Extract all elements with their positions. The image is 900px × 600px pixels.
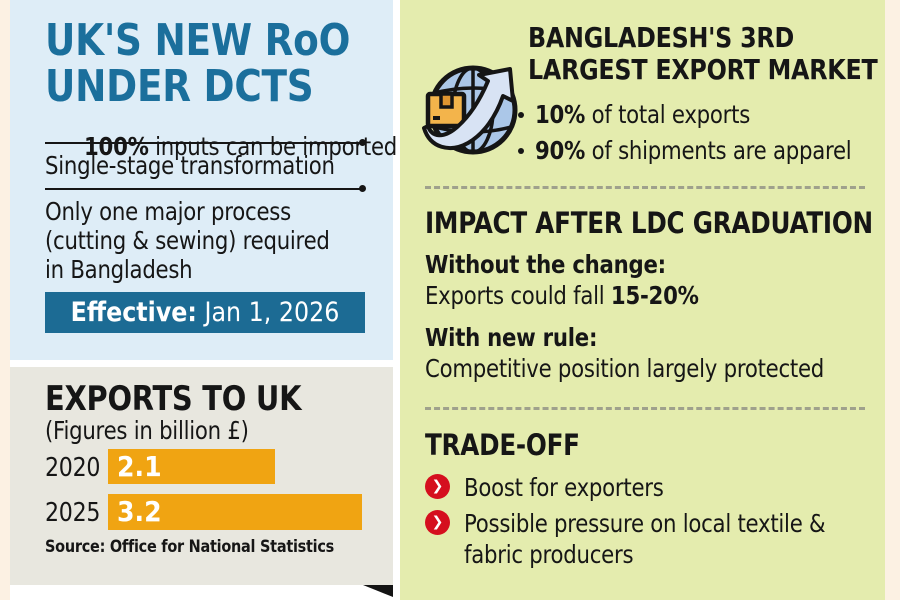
dashed-divider-1 [425,186,865,189]
effective-date-banner: Effective: Jan 1, 2026 [45,292,365,333]
market-bullet-1-rest: of total exports [585,100,751,129]
growth-arrow-icon [422,67,515,150]
impact-without-label: Without the change: [425,250,666,279]
tradeoff-item-1-text: Boost for exporters [464,473,664,502]
chevron-bullet-icon: ❯ [425,474,450,499]
rule-point-imported-inputs: 100% inputs can be imported [45,103,397,190]
effective-date-text: Effective: Jan 1, 2026 [64,292,346,333]
globe-export-icon [422,65,518,155]
package-box-icon [425,91,467,129]
impact-with-label: With new rule: [425,323,598,352]
tradeoff-item-boost: ❯ Boost for exporters [425,472,699,503]
tradeoff-title: TRADE-OFF [425,428,580,462]
market-bullet-2-bold: 90% [535,136,586,165]
bullet-dot-icon [518,111,524,118]
exports-title: EXPORTS TO UK [45,379,302,419]
source-note: Source: Office for National Statistics [45,537,335,557]
market-bullet-2-text: 90% of shipments are apparel [535,136,852,165]
effective-label: Effective: [70,297,197,328]
right-cream-margin [885,0,900,600]
divider-line-1 [45,139,366,146]
bar-value-2020: 2.1 [117,450,162,483]
fold-corner-shadow [363,585,393,597]
bar-value-2025: 3.2 [117,495,162,528]
tradeoff-item-2-text: Possible pressure on local textile & fab… [464,509,826,570]
year-label-2020: 2020 [45,453,101,483]
impact-without-pre: Exports could fall [425,281,611,310]
market-bullet-apparel: 90% of shipments are apparel [518,136,900,165]
impact-without-text: Exports could fall 15-20% [425,281,699,310]
tradeoff-item-pressure: ❯ Possible pressure on local textile & f… [425,508,889,571]
impact-without-bold: 15-20% [610,281,699,310]
market-bullet-1-bold: 10% [535,100,586,129]
market-bullet-total-exports: 10% of total exports [518,100,788,129]
uk-roo-title: UK'S NEW RoO UNDER DCTS [45,15,351,112]
uk-roo-rules-panel: UK'S NEW RoO UNDER DCTS 100% inputs can … [10,0,397,360]
dashed-divider-2 [425,407,865,410]
market-title: BANGLADESH'S 3RD LARGEST EXPORT MARKET [528,21,878,87]
year-label-2025: 2025 [45,498,101,528]
effective-value: Jan 1, 2026 [196,297,340,328]
bangladesh-market-panel: BANGLADESH'S 3RD LARGEST EXPORT MARKET 1… [400,0,885,600]
market-bullet-1-text: 10% of total exports [535,100,750,129]
impact-title: IMPACT AFTER LDC GRADUATION [425,206,873,240]
rule-point-imported-inputs-rest: inputs can be imported [148,132,398,161]
divider-line-2 [45,185,366,192]
impact-with-text: Competitive position largely protected [425,354,825,383]
bar-2025: 3.2 [108,494,362,530]
chevron-bullet-icon: ❯ [425,510,450,535]
rule-point-one-process: Only one major process (cutting & sewing… [45,197,330,284]
exports-chart-panel: EXPORTS TO UK (Figures in billion £) 202… [10,367,393,585]
market-bullet-2-rest: of shipments are apparel [585,136,852,165]
rule-point-imported-inputs-bold: 100% [84,132,149,161]
rule-point-single-stage: Single-stage transformation [45,151,335,180]
bullet-dot-icon [518,147,524,154]
exports-subtitle: (Figures in billion £) [45,416,249,445]
bar-2020: 2.1 [108,449,275,484]
left-cream-margin [0,0,10,600]
